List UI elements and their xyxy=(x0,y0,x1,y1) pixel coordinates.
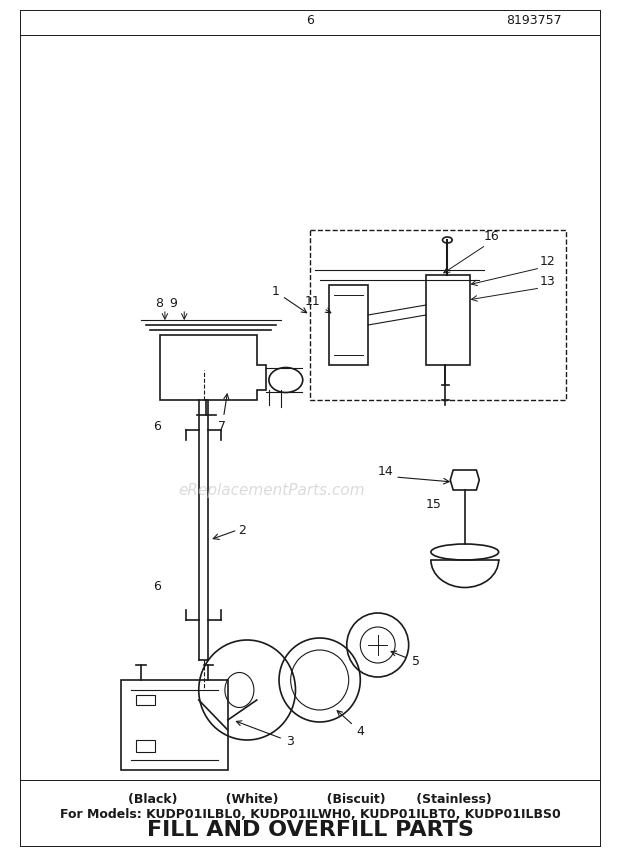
Text: 6: 6 xyxy=(306,14,314,27)
Text: 7: 7 xyxy=(218,394,229,433)
Text: 13: 13 xyxy=(539,275,555,288)
Text: 15: 15 xyxy=(426,498,442,511)
Text: 16: 16 xyxy=(484,230,500,243)
Text: 4: 4 xyxy=(337,710,365,738)
Bar xyxy=(136,740,155,752)
Text: 8193757: 8193757 xyxy=(506,14,562,27)
Text: 1: 1 xyxy=(272,285,307,312)
Text: 6: 6 xyxy=(153,420,161,433)
Bar xyxy=(136,695,155,705)
Text: 8: 8 xyxy=(155,297,163,310)
Text: For Models: KUDP01ILBL0, KUDP01ILWH0, KUDP01ILBT0, KUDP01ILBS0: For Models: KUDP01ILBL0, KUDP01ILWH0, KU… xyxy=(60,807,560,821)
Text: 11: 11 xyxy=(305,295,331,312)
Text: 3: 3 xyxy=(236,721,294,748)
Bar xyxy=(329,285,368,365)
Text: 2: 2 xyxy=(238,524,246,537)
Text: 6: 6 xyxy=(153,580,161,593)
Text: eReplacementParts.com: eReplacementParts.com xyxy=(178,483,365,497)
Text: 14: 14 xyxy=(378,465,394,478)
Text: 9: 9 xyxy=(170,297,177,310)
Text: 12: 12 xyxy=(539,255,555,268)
Text: (Black)           (White)           (Biscuit)       (Stainless): (Black) (White) (Biscuit) (Stainless) xyxy=(128,794,492,806)
Bar xyxy=(426,275,469,365)
Bar xyxy=(310,230,566,400)
Text: 5: 5 xyxy=(391,651,420,668)
Text: FILL AND OVERFILL PARTS: FILL AND OVERFILL PARTS xyxy=(146,820,474,840)
